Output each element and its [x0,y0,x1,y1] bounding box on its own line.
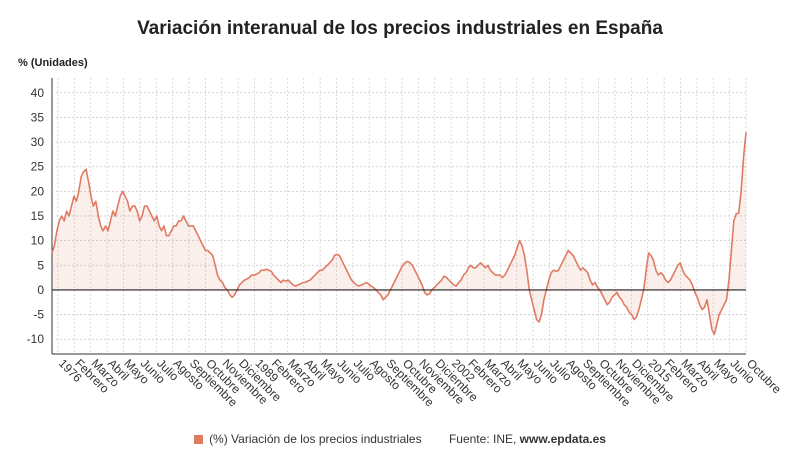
grid-layer [51,78,747,355]
y-tick-label: 20 [31,184,45,198]
legend: (%) Variación de los precios industriale… [0,432,800,446]
chart-title: Variación interanual de los precios indu… [137,18,663,39]
y-tick-label: 25 [31,160,45,174]
y-axis-label: % (Unidades) [18,57,88,69]
series-layer [51,132,747,336]
y-tick-label: 30 [31,135,45,149]
y-tick-label: 15 [31,209,45,223]
source-site: www.epdata.es [519,432,606,446]
y-tick-layer: -10 -5 0 5 10 15 20 25 30 35 40 [27,86,45,346]
legend-label: (%) Variación de los precios industriale… [209,432,422,446]
series-line [51,132,747,336]
y-tick-label: -10 [27,332,45,346]
y-tick-label: 40 [31,86,45,100]
y-tick-label: -5 [33,308,44,322]
source-note: Fuente: INE, www.epdata.es [449,432,606,446]
x-tick-layer: 1976FebreroMarzoAbrilMayoJunioJulioAgost… [56,356,784,410]
series-area [52,132,746,335]
y-tick-label: 35 [31,110,45,124]
source-prefix: Fuente: INE, [448,432,517,446]
y-tick-label: 10 [31,234,45,248]
y-tick-label: 5 [37,258,44,272]
y-tick-label: 0 [37,283,44,297]
legend-swatch [194,435,204,445]
